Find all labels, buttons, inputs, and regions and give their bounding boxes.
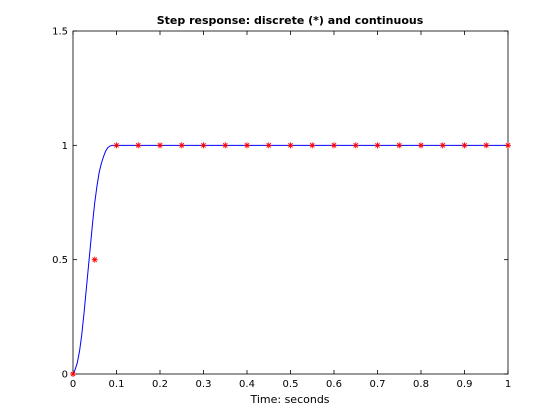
discrete-sample-point: [200, 142, 207, 149]
x-tick-label: 0.8: [413, 379, 429, 390]
x-tick-label: 0.6: [326, 379, 342, 390]
x-tick-label: 0.9: [457, 379, 473, 390]
plot-area: 0 0.1 0.2 0.3 0.4 0.5 0.6 0.7 0.8 0.9 1 0 0.5 1 1.5: [52, 27, 511, 391]
discrete-sample-point: [505, 142, 511, 149]
x-tick-label: 0.4: [239, 379, 255, 390]
discrete-sample-point: [331, 142, 337, 149]
y-tick-label: 0: [62, 370, 68, 381]
discrete-sample-point: [265, 142, 272, 149]
x-tick-label: 0.2: [152, 379, 168, 390]
x-tick-label: 0.7: [370, 379, 386, 390]
discrete-sample-point: [91, 256, 98, 263]
x-tick-label: 0.1: [109, 379, 125, 390]
discrete-sample-point: [113, 142, 120, 149]
discrete-sample-point: [287, 142, 294, 149]
discrete-sample-point: [70, 371, 76, 377]
x-tick-label: 1: [505, 379, 511, 390]
discrete-sample-point: [483, 142, 490, 149]
discrete-sample-point: [396, 142, 403, 149]
x-tick-label: 0.5: [283, 379, 299, 390]
y-tick-label: 1.5: [52, 27, 68, 38]
discrete-sample-point: [309, 142, 316, 149]
x-tick-label: 0: [70, 379, 76, 390]
discrete-sample-point: [244, 142, 250, 149]
discrete-sample-point: [418, 142, 424, 149]
discrete-sample-point: [352, 142, 359, 149]
discrete-sample-point: [461, 142, 468, 149]
x-tick-label: 0.3: [196, 379, 212, 390]
discrete-sample-point: [157, 142, 163, 149]
discrete-sample-point: [374, 142, 381, 149]
discrete-sample-point: [178, 142, 185, 149]
discrete-sample-point: [222, 142, 229, 149]
discrete-sample-point: [439, 142, 446, 149]
discrete-sample-point: [135, 142, 142, 149]
y-tick-label: 1: [62, 141, 68, 152]
chart-title: Step response: discrete (*) and continuo…: [157, 14, 424, 27]
y-tick-label: 0.5: [52, 255, 68, 266]
x-axis-label: Time: seconds: [249, 393, 329, 406]
